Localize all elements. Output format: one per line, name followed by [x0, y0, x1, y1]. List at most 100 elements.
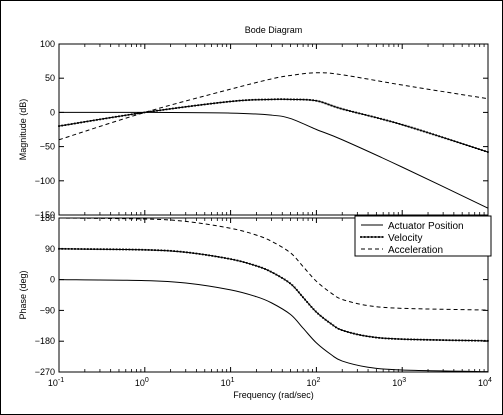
- mag-velocity-marker: [327, 103, 330, 106]
- phase-velocity-marker: [61, 247, 64, 250]
- phase-velocity-marker: [198, 253, 201, 255]
- phase-velocity-marker: [264, 268, 266, 270]
- x-axis-label: Frequency (rad/sec): [233, 390, 314, 400]
- phase-velocity-marker: [173, 250, 176, 252]
- phase-velocity-marker: [166, 249, 169, 252]
- x-tick-label: 103: [392, 377, 406, 388]
- phase-velocity-marker: [429, 338, 432, 341]
- phase-y-tick-label: 90: [45, 244, 55, 254]
- mag-velocity-marker: [459, 142, 462, 145]
- phase-velocity-marker: [299, 293, 302, 296]
- mag-velocity-marker: [273, 98, 276, 101]
- phase-velocity-marker: [86, 248, 89, 250]
- phase-series-velocity-markers: [58, 247, 489, 342]
- phase-velocity-marker: [384, 337, 387, 340]
- phase-velocity-marker: [445, 339, 448, 342]
- legend-velocity-marker: [367, 236, 370, 238]
- mag-velocity-marker: [133, 112, 136, 115]
- mag-velocity-marker: [330, 104, 333, 107]
- mag-velocity-marker: [99, 118, 101, 121]
- phase-velocity-marker: [426, 338, 428, 341]
- phase-velocity-marker: [118, 248, 121, 251]
- phase-velocity-marker: [391, 337, 393, 340]
- mag-velocity-marker: [349, 110, 351, 112]
- mag-velocity-marker: [254, 98, 257, 101]
- mag-velocity-marker: [77, 122, 79, 124]
- phase-velocity-marker: [83, 248, 86, 250]
- phase-velocity-marker: [217, 256, 220, 258]
- mag-velocity-marker: [200, 103, 203, 106]
- mag-velocity-marker: [171, 107, 174, 110]
- phase-velocity-marker: [458, 339, 460, 342]
- mag-velocity-marker: [187, 105, 190, 108]
- phase-velocity-marker: [144, 248, 147, 251]
- mag-velocity-marker: [168, 108, 171, 110]
- mag-velocity-marker: [194, 104, 196, 107]
- phase-velocity-marker: [448, 339, 451, 342]
- phase-velocity-marker: [269, 270, 272, 273]
- mag-velocity-marker: [261, 98, 263, 101]
- phase-velocity-marker: [67, 247, 70, 250]
- mag-velocity-marker: [429, 132, 431, 135]
- mag-velocity-marker: [175, 107, 177, 109]
- phase-velocity-marker: [394, 337, 397, 340]
- mag-velocity-marker: [352, 110, 354, 113]
- mag-velocity-marker: [386, 119, 389, 122]
- mag-velocity-marker: [283, 98, 286, 101]
- phase-velocity-marker: [308, 303, 311, 306]
- phase-velocity-marker: [283, 278, 286, 281]
- phase-velocity-marker: [353, 332, 355, 335]
- mag-velocity-marker: [355, 111, 358, 114]
- mag-velocity-marker: [127, 113, 130, 116]
- phase-velocity-marker: [314, 310, 317, 313]
- mag-velocity-marker: [432, 133, 434, 136]
- mag-velocity-marker: [190, 105, 193, 107]
- phase-velocity-marker: [387, 337, 390, 340]
- legend-velocity-marker: [378, 236, 380, 238]
- mag-velocity-marker: [456, 141, 459, 144]
- phase-velocity-marker: [251, 263, 254, 266]
- phase-velocity-marker: [477, 339, 480, 342]
- phase-velocity-marker: [304, 298, 306, 301]
- mag-velocity-marker: [251, 98, 254, 101]
- mag-velocity-marker: [245, 99, 247, 102]
- mag-velocity-marker: [92, 119, 95, 122]
- mag-velocity-marker: [453, 140, 456, 143]
- mag-velocity-marker: [124, 114, 127, 117]
- phase-velocity-marker: [131, 248, 134, 251]
- phase-velocity-marker: [170, 249, 172, 252]
- legend-velocity-marker: [374, 236, 377, 238]
- mag-velocity-marker: [219, 101, 222, 104]
- mag-velocity-marker: [465, 144, 468, 147]
- phase-velocity-marker: [483, 339, 486, 342]
- phase-velocity-marker: [451, 339, 454, 342]
- mag-series-actuator-position: [58, 111, 489, 209]
- phase-y-tick-label: −180: [35, 336, 55, 346]
- phase-velocity-marker: [112, 248, 115, 251]
- phase-velocity-marker: [201, 253, 204, 256]
- mag-axes-frame: [58, 43, 489, 216]
- mag-velocity-marker: [165, 108, 168, 111]
- phase-velocity-marker: [160, 249, 163, 252]
- mag-velocity-marker: [159, 109, 162, 112]
- phase-velocity-marker: [337, 327, 340, 330]
- mag-velocity-marker: [264, 98, 267, 101]
- phase-velocity-marker: [266, 269, 269, 272]
- legend-label-acceleration: Acceleration: [388, 245, 443, 256]
- mag-velocity-marker: [162, 108, 165, 111]
- magnitude-panel: 100 50 0 −50 −100 −150 Magnitude (dB): [18, 39, 489, 220]
- mag-velocity-marker: [118, 115, 120, 118]
- mag-y-tick-label: 50: [45, 73, 55, 83]
- phase-velocity-marker: [90, 248, 92, 250]
- mag-y-tick-label: 0: [50, 107, 55, 117]
- phase-velocity-marker: [343, 330, 346, 332]
- chart-title: Bode Diagram: [245, 25, 303, 35]
- phase-velocity-marker: [365, 335, 368, 338]
- phase-velocity-marker: [461, 339, 464, 342]
- phase-velocity-marker: [122, 248, 124, 251]
- mag-velocity-marker: [213, 102, 216, 105]
- phase-velocity-marker: [297, 291, 300, 294]
- phase-velocity-marker: [138, 248, 140, 251]
- mag-y-tick-label: −150: [35, 210, 55, 220]
- mag-velocity-marker: [401, 123, 404, 126]
